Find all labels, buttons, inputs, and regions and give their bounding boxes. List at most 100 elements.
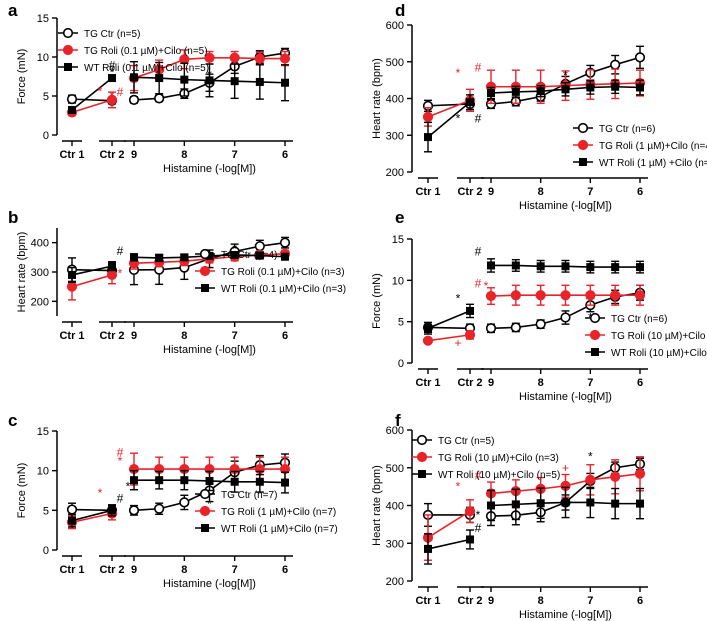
- x-tick-label: 7: [587, 595, 593, 607]
- significance-mark: #: [475, 60, 482, 74]
- x-axis-label: Histamine (-log[M]): [519, 609, 612, 621]
- data-point: [229, 52, 240, 63]
- legend: TG Ctr (n=6) TG Roli (10 µM)+Cilo (n=6) WT…: [585, 312, 707, 359]
- legend-marker: [577, 139, 589, 151]
- x-ctrl-label: Ctr 2: [99, 564, 124, 576]
- data-point: [205, 476, 214, 485]
- data-point: [66, 94, 78, 105]
- data-point: [230, 77, 239, 86]
- panel-c: c 0 5 10 15 Force (mN) Ctr 1 Ctr 2 9 8 7 6 Histamine…: [8, 411, 338, 590]
- series-line: [427, 99, 471, 118]
- series-line: [71, 508, 113, 512]
- series-line: [427, 538, 471, 550]
- data-point: [424, 324, 432, 333]
- data-point: [464, 506, 476, 517]
- data-point: [535, 290, 546, 301]
- x-tick-label: 6: [282, 149, 288, 161]
- legend-label: WT Roli (1 µM) +Cilo (n=3): [599, 158, 707, 169]
- y-tick-label: 0: [43, 545, 49, 557]
- x-ctrl-label: Ctr 2: [457, 377, 482, 389]
- legend-label: TG Roli (1 µM)+Cilo (n=4): [599, 141, 707, 152]
- y-tick-label: 15: [392, 234, 404, 246]
- y-axis-label: Heart rate (bpm): [371, 58, 383, 139]
- x-ctrl-label: Ctr 1: [415, 186, 440, 198]
- x-tick-label: 8: [538, 595, 544, 607]
- legend-label: TG Ctr (n=5): [438, 436, 494, 447]
- data-point: [108, 262, 116, 271]
- y-tick-label: 0: [398, 358, 404, 370]
- significance-mark: *: [588, 449, 593, 463]
- y-tick-label: 15: [37, 426, 49, 438]
- x-ctrl-label: Ctr 1: [59, 564, 84, 576]
- legend-label: TG Roli (10 µM)+Cilo (n=6): [611, 331, 707, 342]
- panel-f: f 200 300 400 500 600 Heart rate (bpm) Ctr 1 Ctr…: [371, 411, 648, 621]
- series-3: [424, 486, 644, 565]
- y-tick-label: 500: [386, 57, 404, 69]
- series-line: [71, 265, 113, 276]
- data-point: [611, 263, 620, 272]
- data-point: [586, 83, 595, 92]
- series-2: [422, 284, 646, 346]
- significance-mark: +: [454, 336, 461, 350]
- data-point: [610, 290, 621, 301]
- panel-e: e 0 5 10 15 Force (mN) Ctr 1 Ctr 2 9 8 7 6 Histamine…: [371, 208, 707, 403]
- data-point: [128, 505, 140, 516]
- significance-mark: *: [456, 66, 461, 80]
- x-ctrl-label: Ctr 2: [99, 330, 124, 342]
- data-point: [536, 499, 545, 508]
- legend: TG Ctr (n=5) TG Roli (0.1 µM)+Cilo (n=5) W…: [58, 27, 209, 74]
- data-point: [154, 503, 165, 514]
- legend: TG Ctr (n=4) TG Roli (0.1 µM)+Cilo (n=3) W…: [195, 248, 346, 295]
- legend: TG Ctr (n=5) TG Roli (10 µM)+Cilo (n=3) WT…: [412, 434, 560, 481]
- y-tick-label: 200: [386, 576, 404, 588]
- data-point: [585, 474, 596, 485]
- data-point: [561, 498, 570, 507]
- panel-letter: b: [8, 208, 18, 227]
- significance-mark: *: [207, 497, 212, 511]
- x-tick-label: 7: [232, 149, 238, 161]
- x-tick-label: 6: [282, 564, 288, 576]
- y-tick-label: 5: [43, 505, 49, 517]
- legend-label: TG Ctr (n=5): [84, 29, 140, 40]
- panel-letter: e: [395, 208, 404, 227]
- x-tick-label: 9: [131, 564, 137, 576]
- data-point: [66, 504, 78, 515]
- y-axis-label: Force (mN): [16, 463, 28, 519]
- y-tick-label: 400: [386, 501, 404, 513]
- series-3: [68, 469, 289, 528]
- series-line: [427, 326, 471, 330]
- x-tick-label: 9: [488, 595, 494, 607]
- significance-mark: #: [109, 59, 116, 73]
- data-point: [466, 535, 474, 544]
- panel-letter: c: [8, 411, 17, 430]
- significance-mark: #: [117, 445, 124, 459]
- significance-mark: *: [456, 480, 461, 494]
- y-tick-label: 15: [37, 13, 49, 25]
- data-point: [255, 77, 264, 86]
- y-tick-label: 600: [386, 20, 404, 32]
- significance-mark: *: [563, 69, 568, 83]
- data-point: [254, 53, 265, 64]
- data-point: [281, 78, 289, 87]
- data-point: [424, 133, 432, 142]
- legend-label: TG Ctr (n=4): [221, 250, 277, 261]
- series-3: [424, 258, 644, 335]
- data-point: [205, 76, 214, 85]
- x-ctrl-label: Ctr 1: [415, 595, 440, 607]
- y-tick-label: 10: [37, 52, 49, 64]
- data-point: [155, 476, 164, 485]
- significance-mark: *: [118, 266, 123, 280]
- x-ctrl-label: Ctr 1: [59, 330, 84, 342]
- significance-mark: *: [456, 112, 461, 126]
- x-tick-label: 7: [587, 186, 593, 198]
- legend-marker: [577, 122, 589, 134]
- significance-mark: #: [475, 244, 482, 258]
- data-point: [68, 516, 76, 525]
- x-tick-label: 8: [538, 186, 544, 198]
- significance-mark: *: [98, 486, 103, 500]
- data-point: [106, 94, 118, 106]
- data-point: [106, 269, 118, 281]
- significance-mark: #: [117, 85, 124, 99]
- legend-label: TG Ctr (n=6): [611, 314, 667, 325]
